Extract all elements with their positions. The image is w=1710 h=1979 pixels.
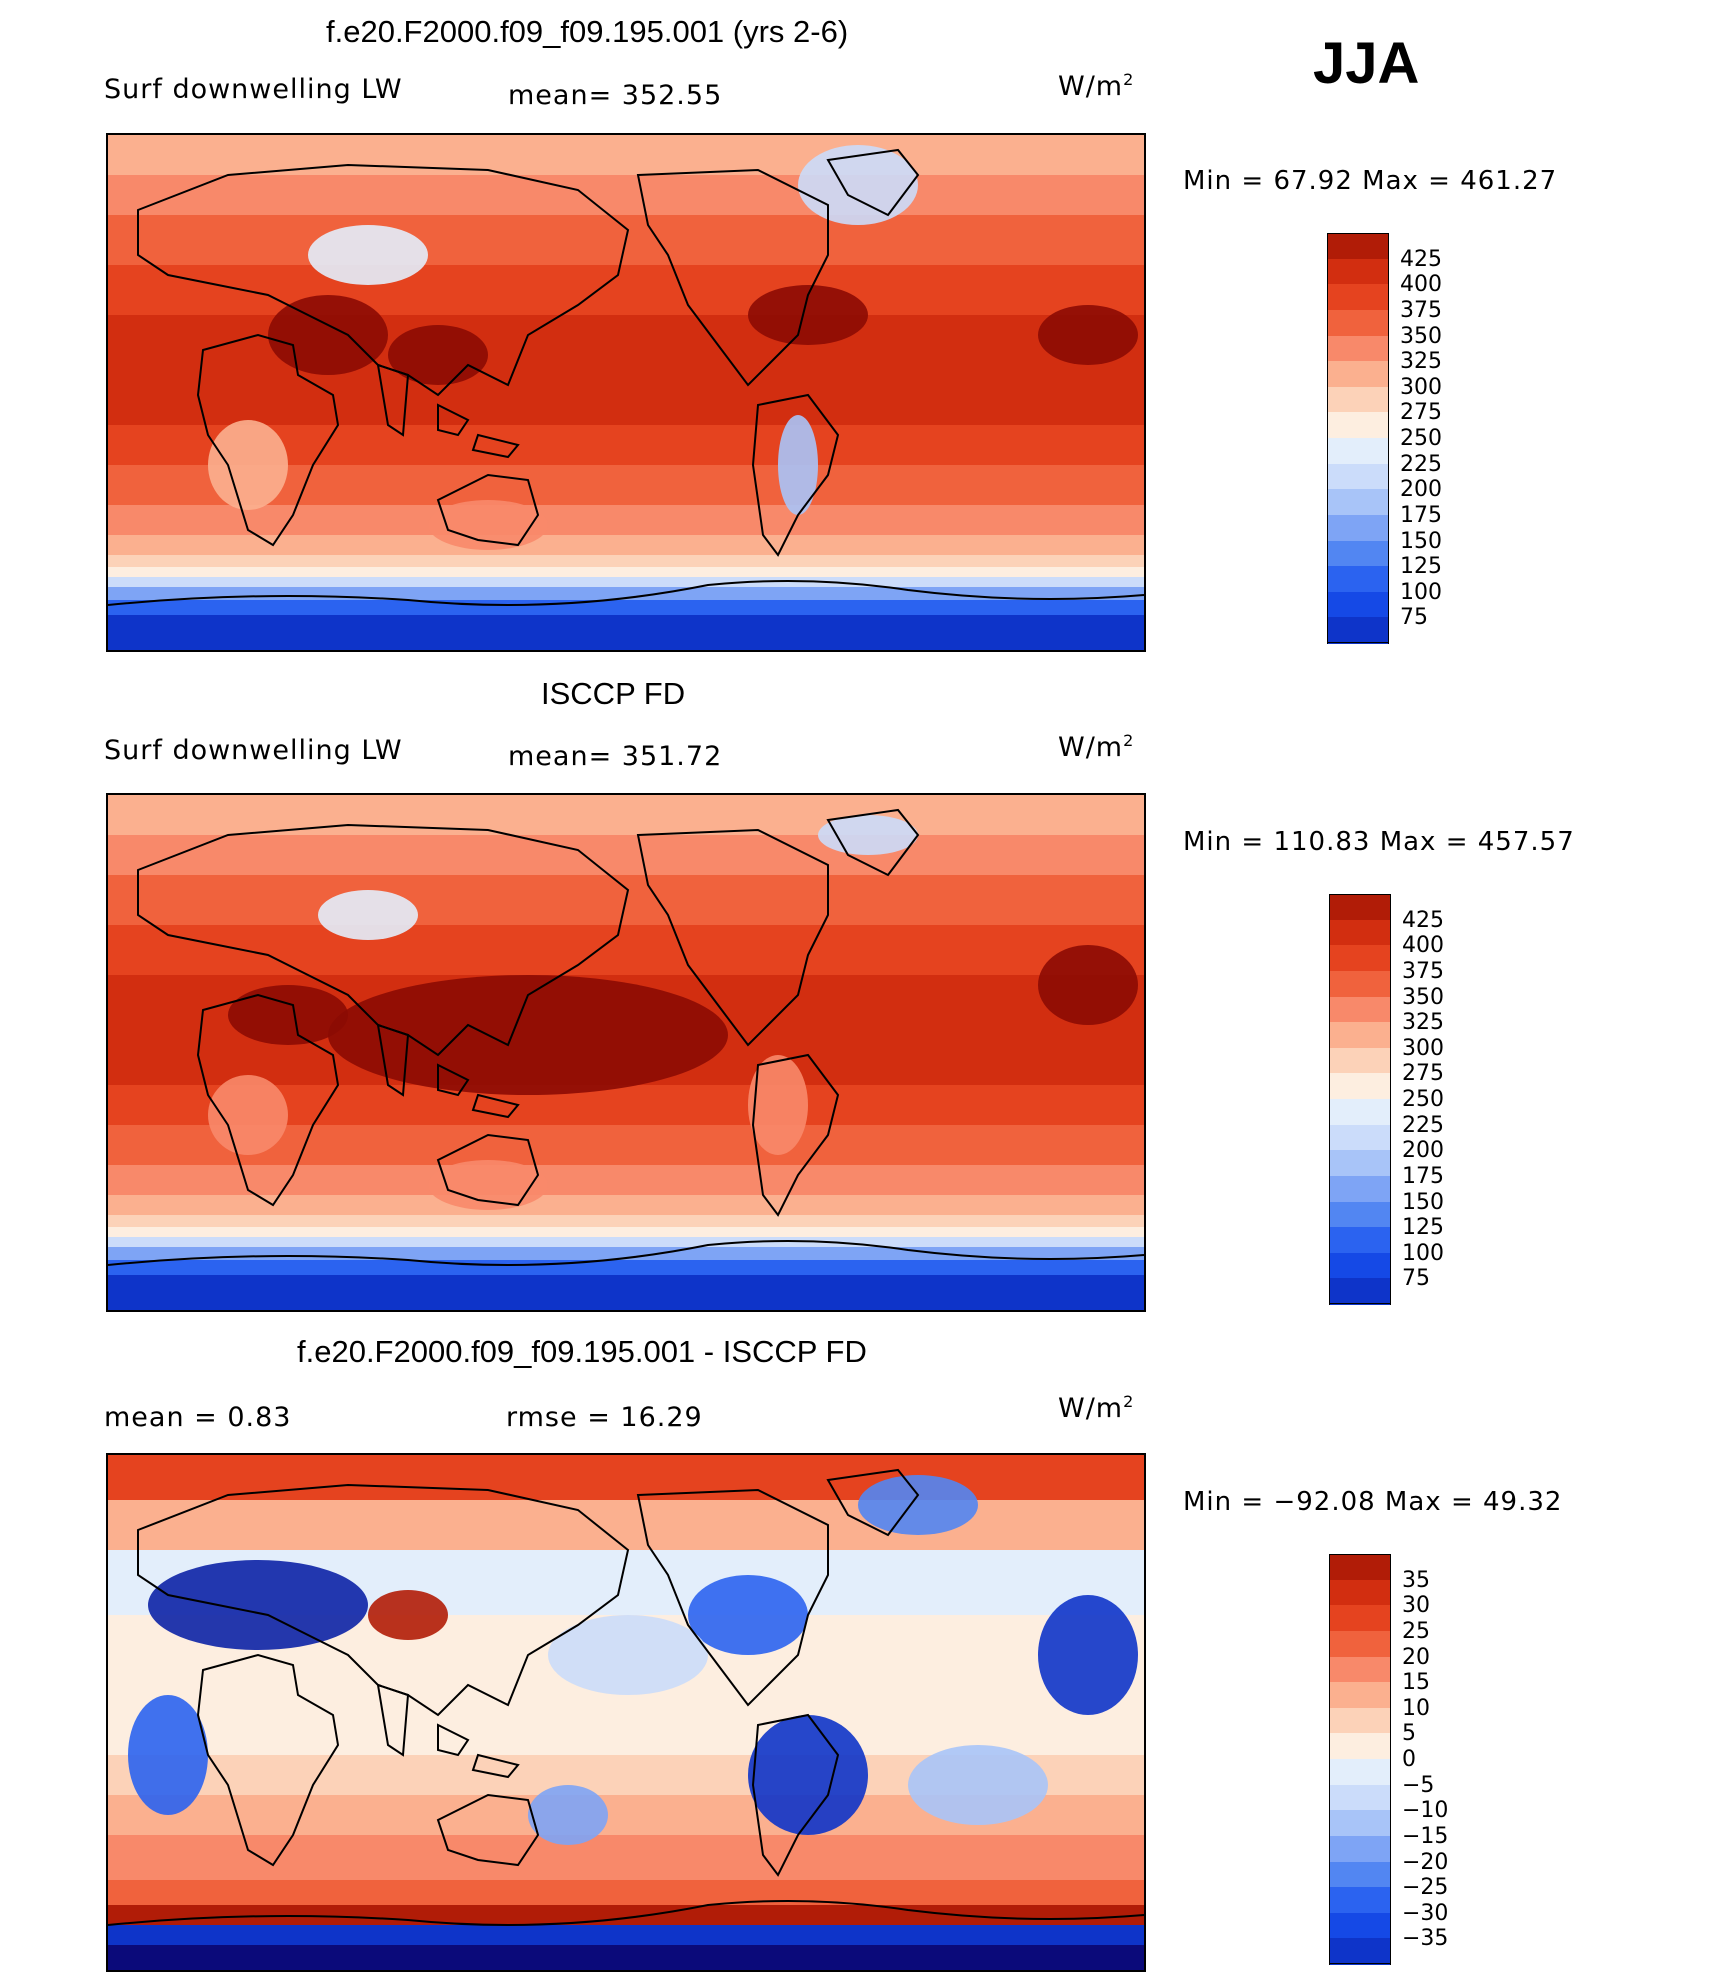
- colorbar-label: 0: [1402, 1747, 1416, 1772]
- panel-3-minmax: Min = −92.08 Max = 49.32: [1183, 1487, 1563, 1517]
- panel-2-mean: mean= 351.72: [508, 741, 723, 772]
- colorbar-label: 375: [1402, 958, 1444, 984]
- panel-3-map: [106, 1453, 1146, 1972]
- colorbar-label: 10: [1402, 1695, 1430, 1721]
- colorbar-label: −15: [1402, 1823, 1449, 1849]
- colorbar-label: 5: [1402, 1721, 1416, 1747]
- colorbar-label: 30: [1402, 1593, 1430, 1619]
- colorbar-swatch: [1329, 1938, 1391, 1965]
- panel-3-map-svg: [108, 1455, 1144, 1970]
- colorbar-swatch: [1329, 1861, 1391, 1888]
- panel-1-title: f.e20.F2000.f09_f09.195.001 (yrs 2-6): [326, 14, 849, 49]
- colorbar-swatch: [1329, 945, 1391, 972]
- panel-2-colorbar: [1329, 894, 1391, 1305]
- colorbar-label: 400: [1402, 933, 1444, 959]
- panel-1-minmax: Min = 67.92 Max = 461.27: [1183, 166, 1558, 196]
- colorbar-label: 125: [1400, 554, 1442, 580]
- panel-2-units: W/m2: [1058, 731, 1135, 763]
- panel-3-colorbar-labels: 35 30 25 20 15 10 5 0 −5 −10 −15 −20 −25 −30 −35: [1402, 1554, 1482, 1964]
- panel-2-colorbar-labels: 425 400 375 350 325 300 275 250 225 200 175 150 125 1…: [1402, 894, 1482, 1304]
- colorbar-label: 300: [1402, 1035, 1444, 1061]
- colorbar-swatch: [1327, 617, 1389, 644]
- colorbar-swatch: [1329, 1073, 1391, 1100]
- colorbar-label: 200: [1402, 1138, 1444, 1164]
- colorbar-swatch: [1329, 1175, 1391, 1202]
- panel-3-title: f.e20.F2000.f09_f09.195.001 - ISCCP FD: [297, 1334, 867, 1369]
- colorbar-label: 275: [1402, 1061, 1444, 1087]
- colorbar-swatch: [1329, 1656, 1391, 1683]
- colorbar-label: −5: [1402, 1772, 1435, 1798]
- colorbar-label: 100: [1402, 1240, 1444, 1266]
- panel-1-units: W/m2: [1058, 70, 1135, 102]
- colorbar-swatch: [1329, 1733, 1391, 1760]
- panel-3-units: W/m2: [1058, 1392, 1135, 1424]
- colorbar-label: 200: [1400, 477, 1442, 503]
- colorbar-swatch: [1327, 438, 1389, 465]
- colorbar-label: 400: [1400, 272, 1442, 298]
- colorbar-label: 100: [1400, 579, 1442, 605]
- panel-3-colorbar: [1329, 1554, 1391, 1965]
- colorbar-label: 75: [1402, 1266, 1430, 1292]
- panel-2-field-label: Surf downwelling LW: [104, 735, 403, 766]
- panel-2-minmax: Min = 110.83 Max = 457.57: [1183, 827, 1575, 857]
- panel-1-map: [106, 133, 1146, 652]
- colorbar-swatch: [1329, 1810, 1391, 1837]
- colorbar-label: 225: [1402, 1112, 1444, 1138]
- colorbar-label: 35: [1402, 1567, 1430, 1593]
- colorbar-label: 75: [1400, 605, 1428, 631]
- colorbar-swatch: [1327, 566, 1389, 593]
- colorbar-swatch: [1329, 894, 1391, 921]
- colorbar-label: −25: [1402, 1875, 1449, 1901]
- colorbar-label: −35: [1402, 1926, 1449, 1952]
- colorbar-swatch: [1329, 1022, 1391, 1049]
- colorbar-label: 350: [1402, 984, 1444, 1010]
- colorbar-label: 125: [1402, 1215, 1444, 1241]
- panel-3-mean: mean = 0.83: [104, 1402, 292, 1433]
- colorbar-label: 325: [1402, 1010, 1444, 1036]
- colorbar-swatch: [1329, 1784, 1391, 1811]
- panel-1-map-svg: [108, 135, 1144, 650]
- colorbar-swatch: [1329, 970, 1391, 997]
- colorbar-label: 150: [1402, 1189, 1444, 1215]
- colorbar-label: 425: [1402, 907, 1444, 933]
- colorbar-swatch: [1329, 1047, 1391, 1074]
- colorbar-label: 175: [1400, 502, 1442, 528]
- panel-1-colorbar-labels: 425 400 375 350 325 300 275 250 225 200 175 150 125 1…: [1400, 233, 1480, 643]
- colorbar-label: 275: [1400, 400, 1442, 426]
- colorbar-label: 20: [1402, 1644, 1430, 1670]
- colorbar-label: 150: [1400, 528, 1442, 554]
- colorbar-label: 250: [1400, 426, 1442, 451]
- panel-3-rmse: rmse = 16.29: [506, 1402, 703, 1433]
- colorbar-label: 300: [1400, 374, 1442, 400]
- colorbar-label: 15: [1402, 1670, 1430, 1696]
- panel-1-colorbar: [1327, 233, 1389, 644]
- colorbar-label: 225: [1400, 451, 1442, 477]
- colorbar-swatch: [1329, 1554, 1391, 1581]
- season-label: JJA: [1313, 31, 1420, 96]
- colorbar-label: −30: [1402, 1900, 1449, 1926]
- colorbar-swatch: [1327, 514, 1389, 541]
- colorbar-label: 350: [1400, 323, 1442, 349]
- colorbar-swatch: [1329, 1682, 1391, 1709]
- colorbar-label: 25: [1402, 1618, 1430, 1644]
- colorbar-label: 375: [1400, 297, 1442, 323]
- colorbar-label: 175: [1402, 1163, 1444, 1189]
- colorbar-label: 425: [1400, 246, 1442, 272]
- colorbar-label: −10: [1402, 1798, 1449, 1824]
- colorbar-label: 325: [1400, 349, 1442, 375]
- panel-2-map-svg: [108, 795, 1144, 1310]
- colorbar-swatch: [1327, 233, 1389, 260]
- colorbar-swatch: [1329, 1579, 1391, 1606]
- colorbar-label: 250: [1402, 1087, 1444, 1112]
- panel-1-field-label: Surf downwelling LW: [104, 74, 403, 105]
- panel-2-map: [106, 793, 1146, 1312]
- panel-2-title: ISCCP FD: [541, 676, 686, 711]
- colorbar-swatch: [1329, 1150, 1391, 1177]
- colorbar-label: −20: [1402, 1849, 1449, 1875]
- panel-1-mean: mean= 352.55: [508, 80, 723, 111]
